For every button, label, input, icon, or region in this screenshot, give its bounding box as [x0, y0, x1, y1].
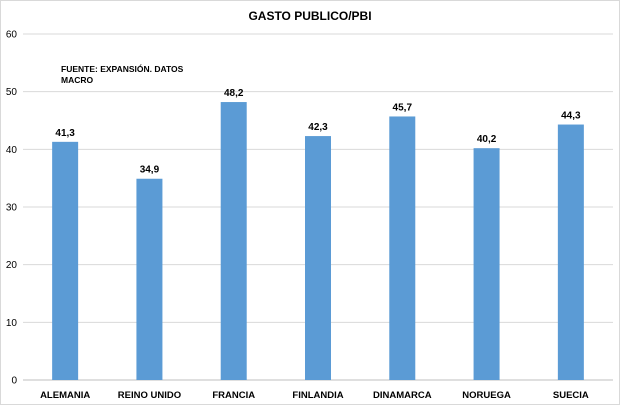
y-tick-label-10: 10: [6, 318, 18, 329]
data-label-finlandia: 42,3: [308, 122, 328, 133]
category-label-francia: FRANCIA: [212, 390, 255, 401]
category-label-suecia: SUECIA: [553, 390, 589, 401]
data-label-reino-unido: 34,9: [140, 165, 160, 176]
y-tick-label-20: 20: [6, 260, 18, 271]
category-label-alemania: ALEMANIA: [40, 390, 90, 401]
source-annotation-line-2: MACRO: [61, 75, 93, 85]
bar-alemania: [52, 141, 79, 380]
bar-finlandia: [305, 136, 331, 380]
bar-reino-unido: [136, 178, 163, 380]
bar-suecia: [557, 124, 584, 380]
data-label-dinamarca: 45,7: [393, 102, 413, 113]
labels: 0 10 20 30 40 50 60 41,3 ALEMANIA 34,9 REINO UNIDO…: [6, 30, 589, 402]
source-annotation-line-1: FUENTE: EXPANSIÓN. DATOS: [61, 63, 184, 74]
category-label-finlandia: FINLANDIA: [292, 390, 343, 401]
bar-francia: [220, 102, 247, 381]
data-label-alemania: 41,3: [55, 128, 75, 139]
bar-dinamarca: [389, 116, 416, 381]
bar-noruega: [473, 148, 500, 380]
y-tick-label-40: 40: [6, 145, 18, 156]
category-label-noruega: NORUEGA: [462, 390, 511, 401]
data-label-suecia: 44,3: [561, 111, 581, 122]
data-label-francia: 48,2: [224, 88, 244, 99]
y-tick-label-0: 0: [11, 376, 17, 387]
y-tick-label-30: 30: [6, 203, 18, 214]
bars: [52, 102, 584, 381]
category-label-dinamarca: DINAMARCA: [373, 390, 432, 401]
data-label-noruega: 40,2: [477, 134, 497, 145]
y-tick-label-60: 60: [6, 30, 18, 41]
chart-title: GASTO PUBLICO/PBI: [248, 9, 371, 23]
category-label-reino-unido: REINO UNIDO: [118, 390, 181, 401]
y-tick-label-50: 50: [6, 87, 18, 98]
